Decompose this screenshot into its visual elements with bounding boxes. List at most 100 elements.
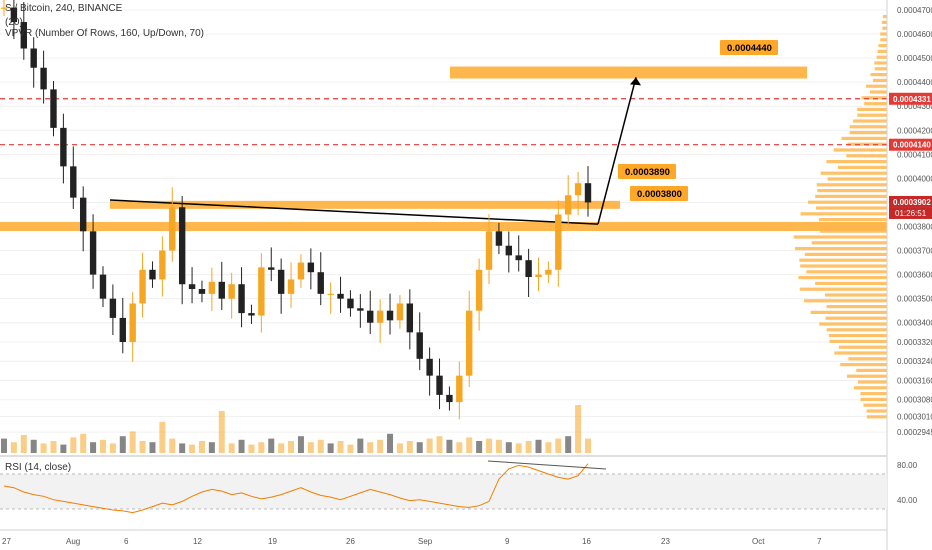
- volume-profile-bar: [849, 125, 887, 129]
- volume-bar: [139, 441, 146, 453]
- volume-bar: [387, 433, 394, 453]
- volume-profile-bar: [880, 32, 887, 36]
- volume-bar: [149, 442, 156, 453]
- volume-profile-bar: [857, 380, 887, 384]
- volume-profile-bar: [880, 38, 887, 42]
- candle-body: [79, 197, 87, 232]
- volume-bar: [248, 444, 255, 453]
- candle-body: [20, 22, 27, 49]
- candle-body: [357, 308, 364, 311]
- volume-bar: [525, 441, 532, 453]
- volume-profile-bar: [815, 281, 887, 285]
- candle-body: [347, 298, 354, 309]
- volume-profile-bar: [860, 397, 887, 401]
- volume-bar: [228, 443, 235, 453]
- trend-line: [109, 199, 599, 225]
- price-level-tag-label: 0.0004140: [893, 141, 931, 150]
- volume-bar: [40, 443, 47, 453]
- volume-profile-bar: [829, 339, 887, 343]
- candle-body: [535, 274, 542, 278]
- volume-profile-bar: [826, 160, 887, 164]
- volume-profile-bar: [834, 351, 887, 355]
- volume-bar: [258, 442, 265, 453]
- volume-profile-bar: [857, 107, 887, 111]
- support-zone: [0, 222, 887, 231]
- time-axis-label: 23: [661, 537, 670, 546]
- volume-profile-bar: [838, 345, 887, 349]
- candle-body: [228, 284, 235, 299]
- volume-profile-bar: [848, 357, 887, 361]
- volume-bar: [367, 442, 374, 453]
- volume-profile-bar: [808, 200, 887, 204]
- candle-body: [574, 183, 582, 196]
- time-axis-label: 26: [346, 537, 355, 546]
- price-axis-label: 0.0004200: [897, 126, 932, 135]
- volume-bar: [555, 438, 562, 453]
- candle-body: [139, 269, 146, 304]
- vpvr-indicator-label: VPVR (Number Of Rows, 160, Up/Down, 70): [5, 28, 204, 39]
- volume-profile-bar: [799, 258, 887, 262]
- time-axis-label: Oct: [752, 537, 765, 546]
- zone-callout: [720, 40, 778, 55]
- volume-bar: [585, 438, 591, 453]
- volume-bar: [159, 421, 166, 453]
- candle-body: [198, 289, 206, 294]
- volume-profile-bar: [849, 131, 887, 135]
- countdown-label: 01:26:51: [895, 209, 927, 218]
- time-axis-label: 19: [268, 537, 277, 546]
- volume-bar: [396, 443, 403, 453]
- candle-body: [406, 303, 414, 333]
- candle-body: [307, 262, 315, 273]
- candle-body: [218, 281, 225, 299]
- volume-bar: [466, 437, 473, 453]
- volume-profile-bar: [837, 165, 887, 169]
- candle-body: [178, 207, 186, 285]
- candle-body: [258, 267, 265, 316]
- price-level-tag: [889, 92, 932, 105]
- candle-body: [149, 269, 156, 280]
- volume-bar: [80, 433, 87, 453]
- volume-profile-bar: [857, 113, 887, 117]
- candle-body: [475, 269, 483, 311]
- volume-profile-bar: [825, 316, 887, 320]
- time-axis-label: 9: [505, 537, 510, 546]
- volume-profile-bar: [846, 154, 887, 158]
- candle-body: [159, 250, 166, 280]
- rsi-axis-label: 40.00: [897, 496, 918, 505]
- volume-bar: [278, 443, 285, 453]
- volume-profile-bar: [827, 177, 887, 181]
- candle-body: [89, 231, 97, 275]
- volume-bar: [456, 442, 463, 453]
- candle-body: [426, 358, 433, 376]
- candle-body: [129, 303, 136, 342]
- candle-body: [515, 255, 522, 261]
- volume-profile-bar: [874, 61, 887, 65]
- volume-bar: [476, 441, 483, 453]
- price-axis-label: 0.0003160: [897, 376, 932, 385]
- price-axis-label: 0.0004300: [897, 102, 932, 111]
- volume-profile-bar: [840, 363, 887, 367]
- volume-profile-bar: [876, 55, 887, 59]
- projection-line: [597, 77, 637, 225]
- volume-profile-bar: [816, 206, 887, 210]
- zone-callout-label: 0.0003890: [625, 167, 670, 178]
- volume-bar: [60, 444, 67, 453]
- volume-profile-bar: [804, 252, 887, 256]
- candle-body: [367, 310, 374, 323]
- volume-profile-bar: [826, 305, 887, 309]
- volume-bar: [90, 442, 97, 453]
- rsi-band: [0, 474, 887, 509]
- volume-bar: [317, 439, 324, 453]
- candle-body: [396, 303, 404, 321]
- volume-profile-bar: [882, 26, 887, 30]
- symbol-title: S / Bitcoin, 240, BINANCE: [5, 3, 123, 14]
- volume-profile-bar: [866, 409, 887, 413]
- candle-body: [545, 269, 552, 275]
- volume-bar: [10, 442, 17, 453]
- volume-profile-bar: [815, 194, 887, 198]
- volume-profile-bar: [856, 368, 887, 372]
- volume-bar: [218, 411, 225, 453]
- volume-bar: [545, 442, 552, 453]
- volume-profile-bar: [866, 415, 887, 419]
- price-axis-label: 0.0004100: [897, 150, 932, 159]
